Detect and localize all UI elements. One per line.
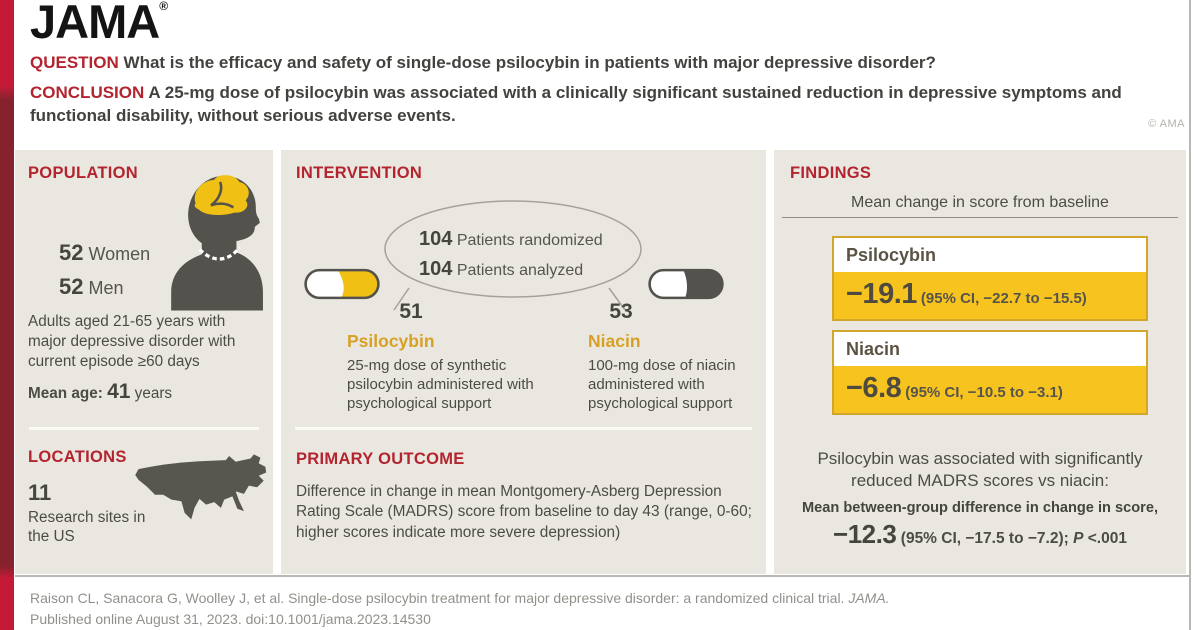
randomized-row: 104 Patients randomized: [419, 224, 603, 254]
left-panel-divider: [29, 427, 259, 430]
footer-divider: [15, 575, 1190, 577]
niacin-arm-count: 53: [609, 300, 633, 323]
difference-p-symbol: P: [1073, 530, 1084, 547]
difference-ci: (95% CI, −17.5 to −7.2); P <.001: [901, 530, 1127, 547]
primary-outcome-heading: PRIMARY OUTCOME: [296, 450, 465, 468]
men-label: Men: [83, 278, 124, 299]
psilocybin-result-value: −19.1: [846, 278, 917, 310]
difference-value: −12.3: [833, 519, 897, 549]
niacin-arm: Niacin 100-mg dose of niacin administere…: [588, 331, 766, 414]
men-count-row: 52 Men: [59, 270, 150, 304]
women-label: Women: [83, 244, 151, 264]
randomized-analyzed-text: 104 Patients randomized 104 Patients ana…: [419, 224, 603, 284]
niacin-result-card: Niacin −6.8 (95% CI, −10.5 to −3.1): [832, 330, 1148, 415]
conclusion-label: CONCLUSION: [30, 83, 145, 102]
niacin-result-value: −6.8: [846, 372, 902, 404]
men-count: 52: [59, 274, 84, 300]
niacin-pill-icon: [648, 268, 724, 300]
mean-age-row: Mean age: 41 years: [28, 380, 172, 404]
citation: Raison CL, Sanacora G, Woolley J, et al.…: [30, 588, 1160, 630]
locations-heading: LOCATIONS: [28, 448, 127, 466]
psilocybin-arm-count: 51: [399, 300, 423, 323]
women-count-row: 52 Women: [59, 236, 150, 270]
population-locations-panel: POPULATION 52 Women 52 Men Adults aged 2…: [15, 150, 273, 574]
difference-value-row: −12.3 (95% CI, −17.5 to −7.2); P <.001: [784, 519, 1176, 550]
right-edge-border: [1189, 0, 1191, 630]
question-row: QUESTION What is the efficacy and safety…: [30, 52, 1160, 75]
population-heading: POPULATION: [28, 164, 138, 182]
niacin-arm-description: 100-mg dose of niacin administered with …: [588, 357, 736, 413]
question-text: What is the efficacy and safety of singl…: [118, 53, 936, 72]
head-brain-icon: [171, 175, 263, 311]
jama-logo: JAMA®: [30, 0, 168, 49]
findings-subtitle: Mean change in score from baseline: [851, 194, 1109, 211]
conclusion-text: A 25-mg dose of psilocybin was associate…: [30, 83, 1122, 125]
mean-age-prefix: Mean age:: [28, 385, 108, 402]
psilocybin-arm: Psilocybin 25-mg dose of synthetic psilo…: [347, 331, 559, 414]
psilocybin-arm-name: Psilocybin: [347, 331, 435, 351]
findings-heading: FINDINGS: [790, 164, 872, 182]
psilocybin-result-card: Psilocybin −19.1 (95% CI, −22.7 to −15.5): [832, 236, 1148, 321]
difference-p-value: <.001: [1083, 530, 1127, 547]
middle-panel-divider: [295, 427, 752, 430]
psilocybin-result-name: Psilocybin: [846, 245, 937, 265]
locations-label: Research sites in the US: [28, 509, 146, 546]
mean-age-value: 41: [107, 380, 131, 403]
citation-text-1: Raison CL, Sanacora G, Woolley J, et al.…: [30, 590, 849, 606]
randomized-count: 104: [419, 228, 453, 250]
niacin-result-name: Niacin: [846, 339, 901, 359]
findings-summary: Psilocybin was associated with significa…: [817, 449, 1143, 491]
primary-outcome-text: Difference in change in mean Montgomery-…: [296, 483, 752, 541]
randomized-label: Patients randomized: [452, 232, 603, 249]
intervention-heading: INTERVENTION: [296, 164, 423, 182]
psilocybin-result-value-row: −19.1 (95% CI, −22.7 to −15.5): [834, 272, 1146, 319]
analyzed-count: 104: [419, 258, 453, 280]
psilocybin-arm-description: 25-mg dose of synthetic psilocybin admin…: [347, 357, 534, 413]
psilocybin-pill-icon: [304, 268, 380, 300]
jama-logo-text: JAMA: [30, 0, 160, 48]
population-description: Adults aged 21-65 years with major depre…: [28, 313, 236, 370]
difference-label: Mean between-group difference in change …: [802, 500, 1158, 516]
women-count: 52: [59, 240, 84, 265]
left-accent-bar: [0, 0, 14, 630]
ama-copyright: © AMA: [1148, 118, 1185, 130]
analyzed-row: 104 Patients analyzed: [419, 254, 603, 284]
mean-age-suffix: years: [130, 385, 173, 402]
us-map-icon: [135, 454, 267, 520]
intervention-outcome-panel: INTERVENTION 104 Patients randomized 104…: [281, 150, 766, 574]
analyzed-label: Patients analyzed: [452, 262, 584, 279]
registered-mark: ®: [159, 0, 169, 13]
niacin-arm-name: Niacin: [588, 331, 641, 351]
difference-ci-text: (95% CI, −17.5 to −7.2);: [900, 530, 1074, 547]
niacin-result-value-row: −6.8 (95% CI, −10.5 to −3.1): [834, 366, 1146, 413]
sex-counts: 52 Women 52 Men: [59, 236, 150, 304]
findings-panel: FINDINGS Mean change in score from basel…: [774, 150, 1186, 574]
citation-text-2: Published online August 31, 2023. doi:10…: [30, 611, 431, 627]
locations-count: 11: [28, 480, 52, 505]
findings-subtitle-rule: [782, 217, 1178, 218]
citation-journal: JAMA.: [848, 590, 890, 606]
psilocybin-result-ci: (95% CI, −22.7 to −15.5): [920, 290, 1087, 307]
question-label: QUESTION: [30, 53, 119, 72]
conclusion-row: CONCLUSION A 25-mg dose of psilocybin wa…: [30, 82, 1125, 128]
niacin-result-ci: (95% CI, −10.5 to −3.1): [905, 384, 1063, 401]
